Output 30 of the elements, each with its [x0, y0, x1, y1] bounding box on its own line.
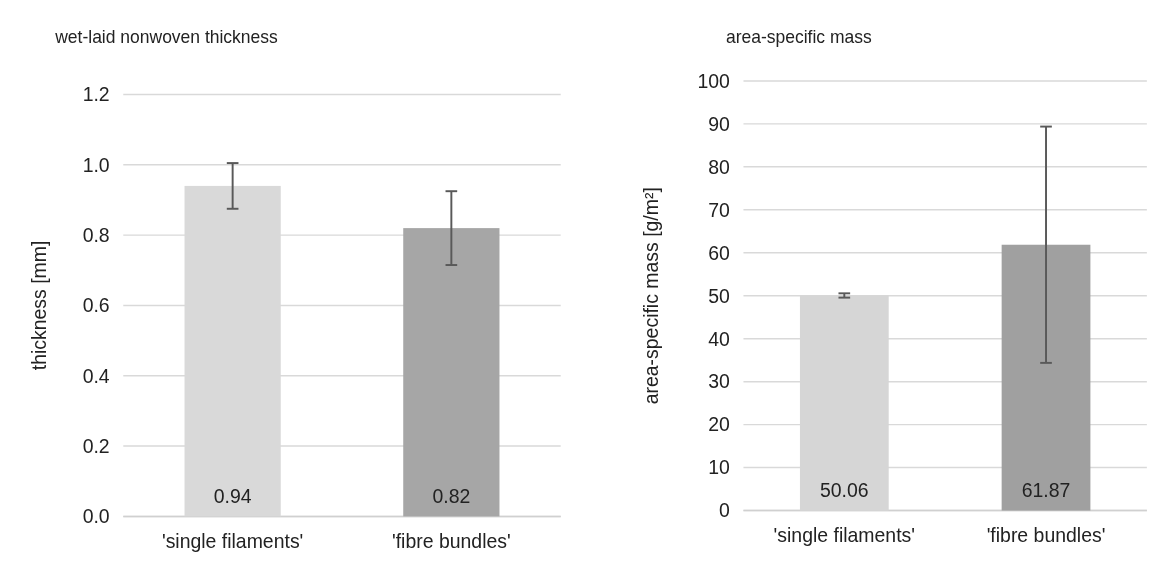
- x-tick-label: 'fibre bundles': [986, 523, 1106, 546]
- chart-title: area-specific mass: [726, 26, 872, 47]
- x-tick-label: 'single filaments': [161, 529, 304, 552]
- data-label: 0.94: [213, 484, 252, 507]
- y-tick-label: 0.4: [82, 364, 110, 387]
- y-tick-label: 30: [708, 370, 731, 393]
- y-axis-title: area-specific mass [g/m²]: [639, 187, 662, 405]
- x-tick-label: 'fibre bundles': [391, 529, 511, 552]
- y-tick-label: 80: [708, 155, 731, 178]
- y-tick-label: 50: [708, 284, 731, 307]
- data-label: 0.82: [432, 484, 471, 507]
- y-tick-label: 60: [708, 241, 731, 264]
- y-tick-label: 0.8: [82, 223, 110, 246]
- y-tick-label: 40: [708, 327, 731, 350]
- y-tick-label: 100: [697, 69, 731, 92]
- y-axis-title: thickness [mm]: [27, 240, 50, 371]
- y-tick-label: 70: [708, 198, 731, 221]
- x-tick-label: 'single filaments': [773, 523, 916, 546]
- y-tick-label: 1.2: [82, 83, 110, 106]
- y-tick-label: 0.2: [82, 434, 110, 457]
- y-tick-label: 1.0: [82, 153, 110, 176]
- data-label: 50.06: [819, 478, 869, 501]
- y-tick-label: 10: [708, 456, 731, 479]
- data-label: 61.87: [1021, 478, 1071, 501]
- y-tick-label: 0: [719, 499, 731, 522]
- y-tick-label: 0.0: [82, 505, 110, 528]
- y-tick-label: 20: [708, 413, 731, 436]
- y-tick-label: 0.6: [82, 294, 110, 317]
- chart-title: wet-laid nonwoven thickness: [54, 26, 279, 47]
- y-tick-label: 90: [708, 112, 731, 135]
